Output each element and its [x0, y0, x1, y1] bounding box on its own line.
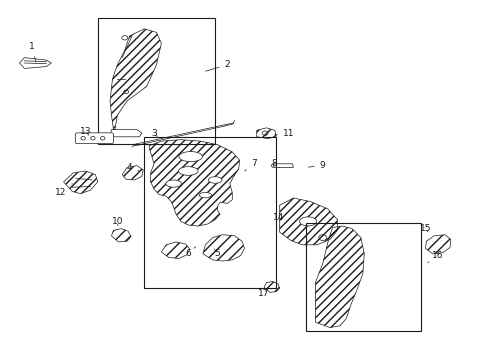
Text: 15: 15	[419, 224, 430, 233]
Text: 3: 3	[151, 129, 157, 138]
Text: 13: 13	[80, 127, 91, 136]
Text: 1: 1	[29, 42, 36, 62]
Ellipse shape	[199, 193, 211, 198]
Ellipse shape	[299, 217, 316, 226]
Text: 16: 16	[427, 251, 443, 263]
Text: 9: 9	[308, 161, 325, 170]
FancyBboxPatch shape	[75, 133, 113, 144]
Ellipse shape	[178, 167, 198, 175]
Text: 12: 12	[55, 184, 72, 197]
Bar	[98, 18, 215, 144]
Text: 4: 4	[126, 163, 139, 172]
Text: 7: 7	[244, 159, 257, 171]
Ellipse shape	[208, 177, 222, 183]
Text: 5: 5	[214, 249, 220, 258]
Ellipse shape	[179, 152, 202, 162]
Bar	[144, 137, 276, 288]
Text: 8: 8	[270, 159, 279, 168]
Text: 2: 2	[205, 60, 230, 71]
Text: 6: 6	[185, 247, 195, 258]
Ellipse shape	[165, 180, 181, 187]
Text: 14: 14	[272, 213, 284, 222]
Bar	[305, 223, 420, 331]
Text: 11: 11	[274, 129, 294, 138]
Text: 10: 10	[111, 217, 123, 226]
Text: 17: 17	[258, 289, 269, 298]
